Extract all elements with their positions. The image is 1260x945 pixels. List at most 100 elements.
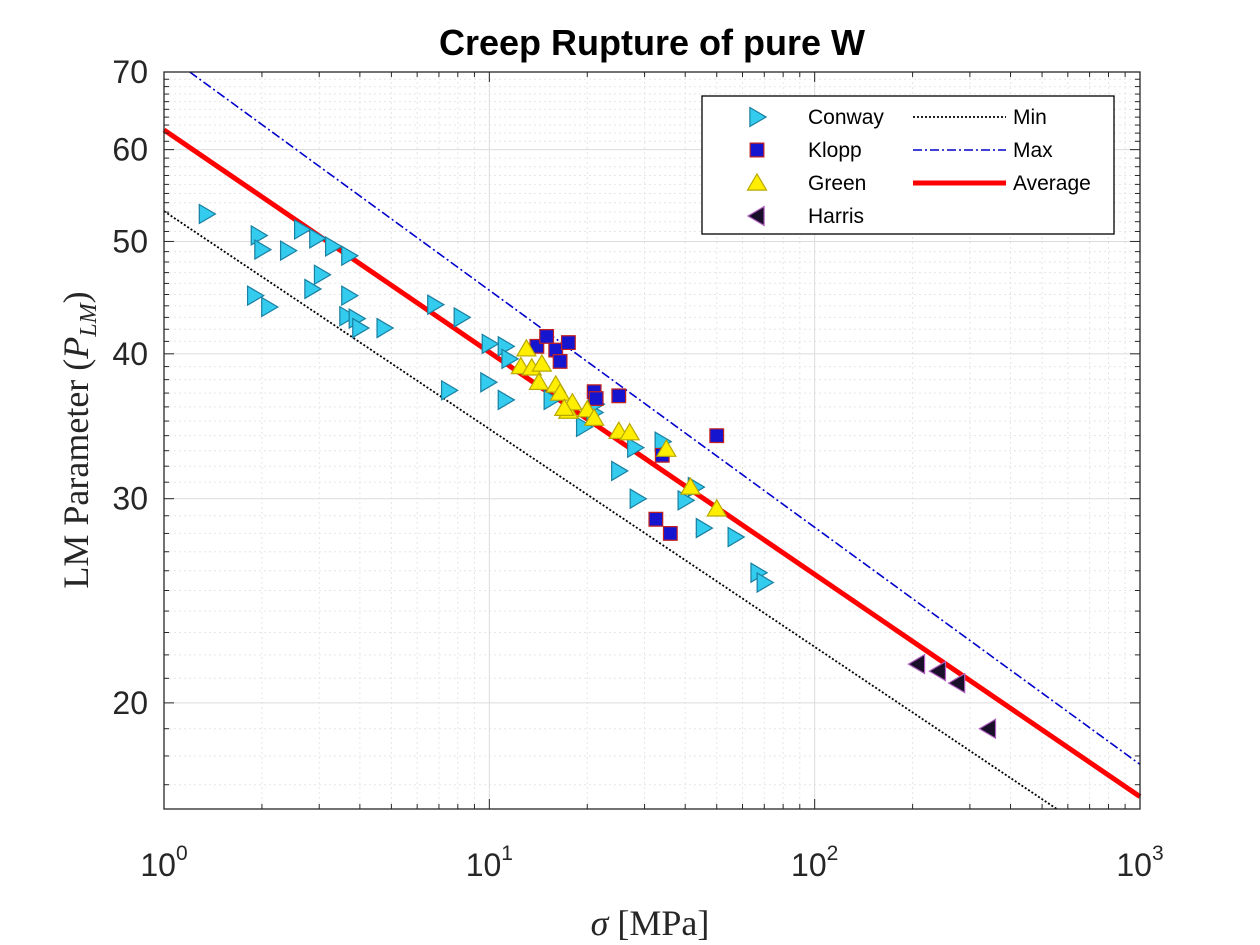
- legend: Conway Klopp Green Harris Min Max Average: [701, 95, 1115, 235]
- conway-marker: [756, 571, 775, 594]
- conway-marker: [324, 235, 343, 258]
- legend-marker-conway: [749, 106, 768, 128]
- klopp-marker: [560, 335, 576, 351]
- conway-marker: [246, 285, 265, 307]
- klopp-marker: [662, 525, 678, 541]
- conway-marker: [453, 306, 472, 328]
- harris-marker: [947, 672, 966, 694]
- legend-marker-harris: [746, 205, 765, 227]
- green-series: [510, 338, 728, 517]
- conway-marker: [293, 218, 312, 241]
- green-marker: [619, 422, 641, 441]
- klopp-marker: [588, 391, 604, 406]
- x-axis-unit: [MPa]: [608, 903, 709, 943]
- x-axis-symbol: σ: [591, 903, 610, 943]
- klopp-series: [529, 329, 725, 541]
- x-tick-base: 10: [791, 847, 827, 883]
- x-tick-base: 10: [140, 847, 176, 883]
- y-tick-label: 30: [112, 481, 148, 517]
- harris-marker: [928, 660, 947, 682]
- y-tick-label: 70: [112, 54, 148, 90]
- x-axis-label: σ [MPa]: [591, 903, 710, 943]
- klopp-marker: [648, 511, 664, 527]
- conway-marker: [304, 278, 323, 300]
- x-tick-exponent: 2: [827, 842, 839, 865]
- green-marker: [655, 438, 677, 457]
- conway-marker: [254, 239, 273, 261]
- klopp-marker: [539, 329, 555, 344]
- klopp-marker: [552, 353, 568, 369]
- green-marker: [706, 498, 728, 517]
- max-line: [189, 71, 1141, 766]
- x-tick-label: 101: [466, 842, 513, 883]
- green-marker: [549, 382, 571, 401]
- y-tick-label: 50: [112, 223, 148, 259]
- y-tick-labels: 20 30 40 50 60 70: [112, 54, 148, 721]
- x-tick-label: 102: [791, 842, 838, 883]
- klopp-marker: [709, 428, 725, 444]
- conway-marker: [198, 203, 217, 225]
- conway-marker: [695, 517, 714, 539]
- axes-frame: [163, 71, 1141, 810]
- conway-marker: [727, 526, 746, 548]
- conway-marker: [309, 227, 328, 249]
- x-tick-exponent: 1: [501, 842, 513, 865]
- conway-marker: [481, 333, 500, 355]
- conway-marker: [677, 489, 696, 511]
- conway-marker: [352, 317, 371, 339]
- conway-marker: [440, 379, 459, 401]
- green-marker: [531, 353, 553, 372]
- legend-marker-green: [746, 172, 768, 191]
- conway-marker: [627, 437, 646, 459]
- green-marker: [528, 372, 550, 391]
- conway-marker: [611, 460, 630, 482]
- y-tick-label: 40: [112, 336, 148, 372]
- conway-marker: [341, 285, 360, 307]
- y-tick-label: 20: [112, 685, 148, 721]
- legend-label-min: Min: [1013, 106, 1047, 129]
- legend-label-harris: Harris: [808, 205, 864, 228]
- y-axis-label-text: LM Parameter (: [56, 359, 96, 589]
- x-tick-exponent: 0: [176, 842, 188, 865]
- conway-marker: [261, 296, 280, 318]
- x-tick-label: 100: [140, 842, 187, 883]
- green-marker: [515, 338, 537, 357]
- conway-marker: [575, 416, 594, 438]
- y-axis-label: LM Parameter (PLM): [56, 291, 102, 588]
- conway-marker: [376, 317, 395, 339]
- conway-marker: [427, 294, 446, 316]
- legend-marker-klopp: [749, 142, 765, 158]
- chart-title: Creep Rupture of pure W: [439, 22, 865, 63]
- x-tick-exponent: 3: [1152, 842, 1164, 865]
- harris-marker: [978, 718, 997, 740]
- x-tick-label: 103: [1116, 842, 1163, 883]
- x-tick-labels: 100 101 102 103: [140, 842, 1163, 883]
- conway-marker: [279, 240, 298, 262]
- green-marker: [553, 398, 575, 417]
- legend-label-conway: Conway: [808, 106, 884, 129]
- legend-label-klopp: Klopp: [808, 139, 862, 162]
- y-tick-label: 60: [112, 132, 148, 168]
- conway-marker: [341, 245, 360, 267]
- legend-label-max: Max: [1013, 139, 1053, 162]
- legend-label-green: Green: [808, 172, 866, 195]
- conway-marker: [629, 488, 648, 510]
- y-axis-subscript: LM: [76, 301, 102, 337]
- y-axis-label-close: ): [56, 291, 96, 303]
- y-axis-symbol: P: [56, 337, 96, 360]
- x-tick-base: 10: [1116, 847, 1152, 883]
- conway-marker: [339, 305, 358, 327]
- conway-marker: [501, 348, 520, 370]
- legend-label-average: Average: [1013, 172, 1091, 195]
- x-tick-base: 10: [466, 847, 502, 883]
- conway-marker: [313, 264, 332, 286]
- conway-marker: [480, 371, 499, 393]
- data-markers: [198, 203, 997, 740]
- conway-marker: [497, 389, 516, 411]
- legend-box: [701, 95, 1115, 235]
- harris-series: [907, 653, 997, 740]
- min-line: [163, 210, 1058, 810]
- green-marker: [679, 476, 701, 495]
- axes-box: [163, 71, 1141, 810]
